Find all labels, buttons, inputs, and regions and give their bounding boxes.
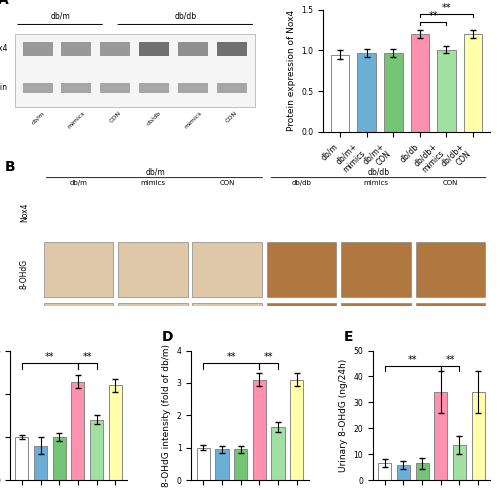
Bar (118, 243, 188, 297)
Bar (197, 448, 210, 480)
Bar (16, 437, 28, 480)
Text: **: ** (226, 352, 236, 362)
Bar (330, 54, 349, 132)
Text: Nox4: Nox4 (0, 45, 8, 53)
Text: CON: CON (220, 180, 235, 186)
Text: A: A (0, 0, 8, 7)
Text: **: ** (446, 355, 455, 365)
Y-axis label: Urinary 8-OHdG (ng/24h): Urinary 8-OHdG (ng/24h) (339, 359, 348, 472)
Text: db/m: db/m (50, 12, 70, 21)
Bar (192, 303, 262, 358)
Bar (118, 303, 188, 358)
Text: B: B (5, 160, 16, 174)
Bar (44, 243, 113, 297)
Bar (341, 303, 411, 358)
Text: β-Actin: β-Actin (0, 83, 8, 93)
Text: Nox4: Nox4 (20, 203, 29, 222)
Text: D: D (162, 330, 173, 344)
Bar (378, 464, 392, 480)
Text: **: ** (428, 11, 438, 21)
Bar (192, 243, 262, 297)
Text: CON: CON (442, 180, 458, 186)
Bar (62, 83, 92, 93)
Bar (139, 42, 169, 56)
Bar (72, 382, 85, 480)
Y-axis label: 8-OHdG intensity (fold of db/m): 8-OHdG intensity (fold of db/m) (162, 344, 172, 487)
Text: mimics: mimics (66, 110, 86, 129)
Bar (216, 449, 228, 480)
Text: db/m: db/m (30, 110, 45, 125)
Text: CON: CON (225, 110, 238, 123)
Bar (416, 303, 485, 358)
Bar (290, 380, 303, 480)
Bar (90, 419, 103, 480)
Bar (216, 83, 246, 93)
Bar (416, 464, 428, 480)
Bar (52, 437, 66, 480)
Bar (416, 243, 485, 297)
Bar (34, 445, 47, 480)
Bar (108, 385, 122, 480)
Bar (267, 243, 336, 297)
Text: 8-OHdG: 8-OHdG (20, 259, 29, 289)
Bar (397, 465, 410, 480)
Text: **: ** (82, 352, 92, 362)
Text: **: ** (45, 352, 54, 362)
Text: **: ** (408, 355, 418, 365)
Text: **: ** (442, 3, 451, 13)
Text: db/m: db/m (146, 168, 165, 176)
Bar (464, 34, 482, 132)
Bar (358, 53, 376, 132)
Bar (100, 83, 130, 93)
Bar (22, 83, 52, 93)
Bar (272, 427, 284, 480)
Text: CON: CON (108, 110, 122, 123)
Text: mimics: mimics (183, 110, 203, 129)
Bar (62, 42, 92, 56)
Bar (178, 42, 208, 56)
Bar (453, 445, 466, 480)
Bar (139, 83, 169, 93)
Bar (44, 303, 113, 358)
Bar (434, 392, 448, 480)
Bar (410, 34, 429, 132)
Bar (216, 42, 246, 56)
Text: mimics: mimics (140, 180, 166, 186)
Text: db/db: db/db (292, 180, 312, 186)
Bar (384, 53, 402, 132)
Text: db/db: db/db (368, 168, 390, 176)
Y-axis label: Protein expression of Nox4: Protein expression of Nox4 (286, 10, 296, 131)
Text: **: ** (264, 352, 274, 362)
Bar (267, 303, 336, 358)
Bar (341, 243, 411, 297)
Bar (437, 49, 456, 132)
Text: db/db: db/db (146, 110, 162, 126)
Bar (100, 42, 130, 56)
Text: mimics: mimics (364, 180, 388, 186)
Text: db/db: db/db (174, 12, 197, 21)
Bar (22, 42, 52, 56)
Bar (234, 449, 247, 480)
Text: E: E (344, 330, 353, 344)
Bar (253, 380, 266, 480)
Bar (178, 83, 208, 93)
Text: db/m: db/m (70, 180, 87, 186)
Bar (472, 392, 484, 480)
Bar (15, 34, 256, 107)
